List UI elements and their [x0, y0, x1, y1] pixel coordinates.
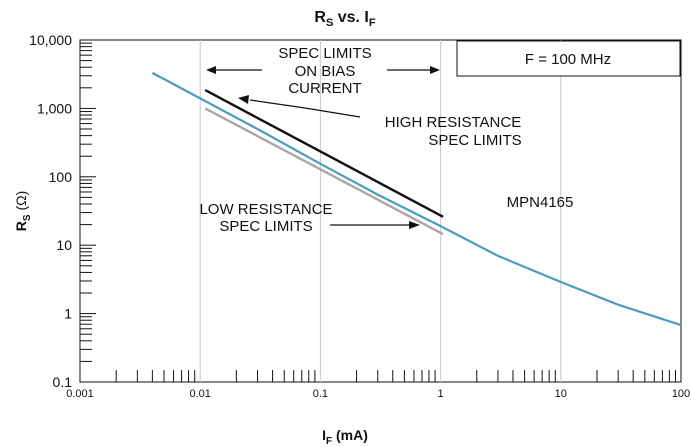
- high-res-label-line1: HIGH RESISTANCE: [385, 114, 521, 131]
- y-axis-title: RS (Ω): [13, 191, 33, 231]
- y-tick-label: 100: [49, 169, 73, 185]
- frequency-label: F = 100 MHz: [525, 51, 611, 68]
- low-res-arrow-head: [409, 221, 420, 229]
- y-tick-label: 0.1: [53, 374, 73, 390]
- high-res-arrow-head: [238, 95, 249, 104]
- bias-spec-label-line3: CURRENT: [288, 80, 361, 97]
- x-tick-label: 1: [438, 388, 444, 400]
- y-tick-label: 1: [64, 306, 72, 322]
- low-res-label-line1: LOW RESISTANCE: [199, 201, 332, 218]
- minor-tick-layer: [80, 42, 676, 383]
- high-res-label-line2: SPEC LIMITS: [428, 132, 521, 149]
- frequency-box: [456, 40, 681, 77]
- grid-layer: [199, 40, 562, 382]
- low-res-label-line2: SPEC LIMITS: [219, 218, 312, 235]
- tick-label-layer: 0.001 0.01 0.1 1 10 100 0.1 1 10 100 1,000 10,000: [29, 32, 690, 400]
- high-res-leader-2: [249, 99, 306, 109]
- x-tick-label: 0.1: [313, 388, 328, 400]
- x-tick-label: 100: [672, 388, 690, 400]
- x-tick-label: 0.001: [66, 388, 94, 400]
- x-tick-label: 10: [555, 388, 567, 400]
- bias-spec-label-line1: SPEC LIMITS: [278, 45, 371, 62]
- low-spec-line: [204, 107, 444, 236]
- high-res-leader-1: [304, 107, 361, 118]
- chart-title: RS vs. IF: [314, 9, 375, 29]
- plot-frame: [79, 39, 682, 383]
- bias-arrow-left-head: [206, 66, 216, 74]
- bias-spec-label-line2: ON BIAS: [295, 63, 356, 80]
- main-curve: [151, 71, 682, 327]
- series-layer: [151, 71, 682, 327]
- x-axis-title: IF (mA): [322, 427, 368, 447]
- x-tick-label: 0.01: [189, 388, 210, 400]
- device-label: MPN4165: [507, 194, 574, 211]
- high-spec-line: [204, 89, 444, 218]
- y-tick-label: 10: [56, 237, 72, 253]
- bias-arrow-right-head: [430, 66, 440, 74]
- y-tick-label: 10,000: [29, 32, 72, 48]
- y-tick-label: 1,000: [37, 100, 72, 116]
